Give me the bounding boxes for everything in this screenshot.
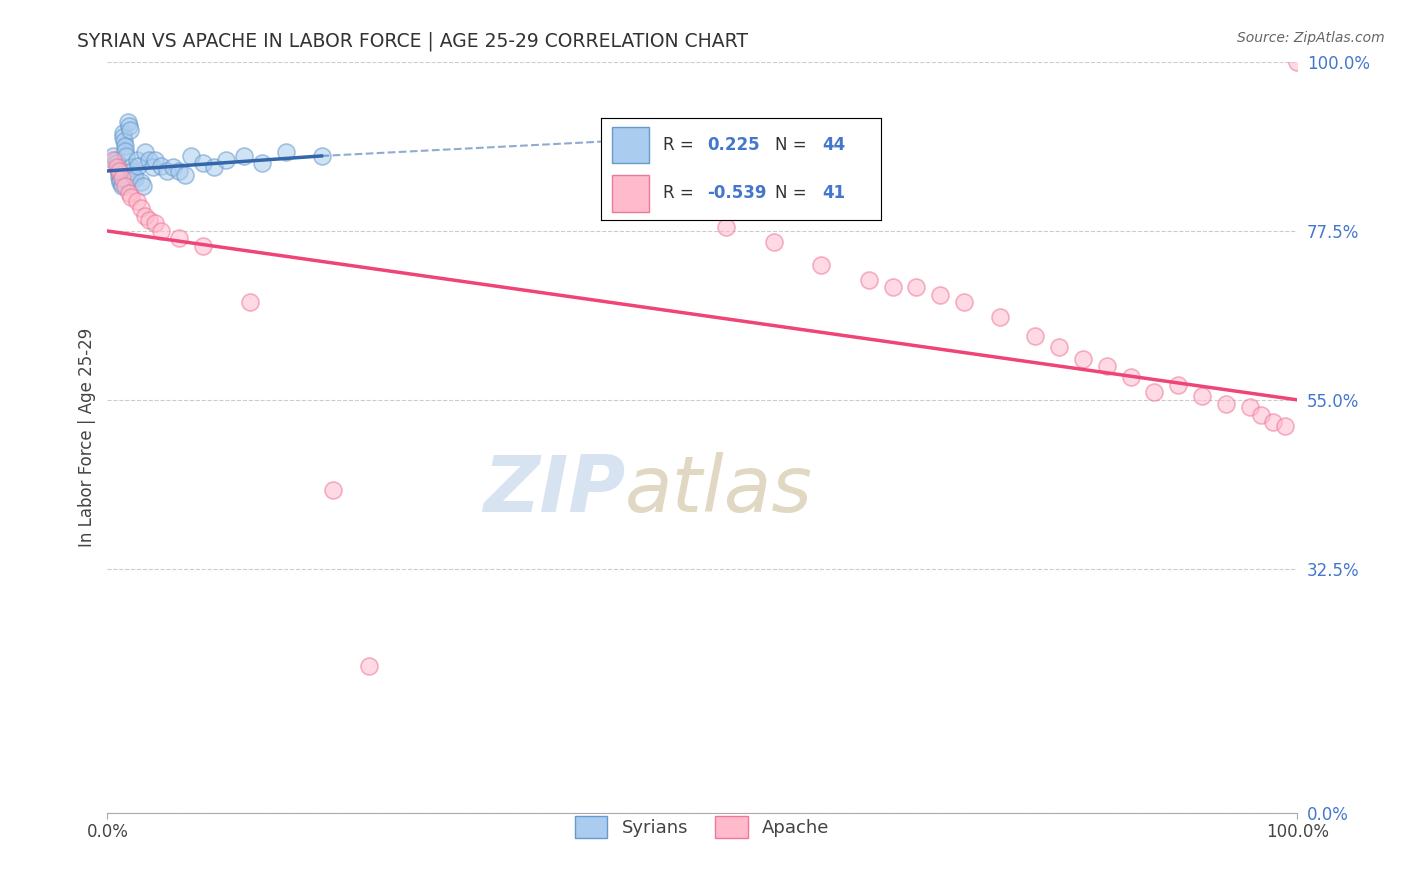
Point xyxy=(1274,419,1296,434)
Point xyxy=(118,119,141,133)
Legend: Syrians, Apache: Syrians, Apache xyxy=(568,808,837,845)
Point xyxy=(1191,389,1213,403)
Point xyxy=(129,202,152,216)
Point xyxy=(180,149,202,163)
Point xyxy=(156,164,179,178)
Point xyxy=(1239,401,1261,415)
Point xyxy=(129,175,152,189)
Point xyxy=(905,280,928,294)
Point xyxy=(108,166,131,180)
Point xyxy=(191,156,214,170)
Point xyxy=(215,153,238,167)
Point xyxy=(138,212,160,227)
Point xyxy=(122,168,145,182)
Point xyxy=(104,153,127,167)
Point xyxy=(714,220,737,235)
Point xyxy=(114,139,136,153)
Text: SYRIAN VS APACHE IN LABOR FORCE | AGE 25-29 CORRELATION CHART: SYRIAN VS APACHE IN LABOR FORCE | AGE 25… xyxy=(77,31,748,51)
Point xyxy=(1095,359,1118,373)
Point xyxy=(359,659,381,673)
Point xyxy=(111,130,134,145)
Point xyxy=(120,190,142,204)
Point xyxy=(173,168,195,182)
Point xyxy=(239,295,262,310)
Point xyxy=(322,483,344,497)
Point xyxy=(143,217,166,231)
Point xyxy=(118,122,141,136)
Point xyxy=(233,149,256,163)
Point xyxy=(149,159,172,173)
Point xyxy=(1024,329,1046,343)
Point xyxy=(134,145,156,160)
Point xyxy=(103,153,125,167)
Point xyxy=(105,160,128,174)
Point xyxy=(953,295,976,310)
Point xyxy=(142,160,165,174)
Text: atlas: atlas xyxy=(624,452,813,528)
Point xyxy=(1143,385,1166,400)
Point xyxy=(111,177,134,191)
Point xyxy=(1071,351,1094,366)
Point xyxy=(988,310,1011,325)
Point xyxy=(149,224,172,238)
Point xyxy=(167,164,190,178)
Point xyxy=(167,231,190,245)
Point xyxy=(1215,396,1237,410)
Point xyxy=(1047,340,1070,354)
Point xyxy=(108,164,131,178)
Point xyxy=(111,127,134,141)
Point xyxy=(762,235,785,250)
Point xyxy=(110,173,132,187)
Point xyxy=(127,159,149,173)
Point xyxy=(110,175,132,189)
Text: ZIP: ZIP xyxy=(482,452,624,528)
Point xyxy=(118,186,141,201)
Point xyxy=(1263,415,1285,429)
Point xyxy=(103,149,125,163)
Point xyxy=(274,145,297,160)
Point xyxy=(250,156,273,170)
Point xyxy=(114,178,136,193)
Point xyxy=(112,134,135,148)
Point xyxy=(114,144,136,158)
Point xyxy=(120,160,142,174)
Point xyxy=(1119,370,1142,384)
Point xyxy=(111,178,134,193)
Point xyxy=(111,171,134,186)
Point xyxy=(1167,377,1189,392)
Point xyxy=(115,149,138,163)
Text: Source: ZipAtlas.com: Source: ZipAtlas.com xyxy=(1237,31,1385,45)
Point xyxy=(107,161,129,176)
Point xyxy=(1250,408,1272,422)
Point xyxy=(138,153,160,167)
Point xyxy=(108,169,131,184)
Point xyxy=(127,194,149,208)
Point xyxy=(127,153,149,167)
Point xyxy=(810,258,832,272)
Point xyxy=(117,115,139,129)
Point xyxy=(132,178,155,193)
Point xyxy=(882,280,904,294)
Point xyxy=(311,149,333,163)
Point xyxy=(143,153,166,167)
Point xyxy=(124,171,146,186)
Point xyxy=(121,164,143,178)
Point xyxy=(134,209,156,223)
Y-axis label: In Labor Force | Age 25-29: In Labor Force | Age 25-29 xyxy=(79,327,96,547)
Point xyxy=(105,156,128,170)
Point xyxy=(204,160,226,174)
Point xyxy=(858,273,880,287)
Point xyxy=(191,239,214,253)
Point xyxy=(1286,55,1309,70)
Point xyxy=(929,287,952,301)
Point xyxy=(162,160,184,174)
